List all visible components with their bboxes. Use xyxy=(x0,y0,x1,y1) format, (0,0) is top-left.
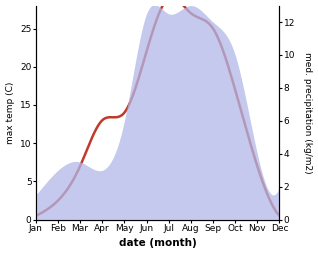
Y-axis label: med. precipitation (kg/m2): med. precipitation (kg/m2) xyxy=(303,52,313,173)
Y-axis label: max temp (C): max temp (C) xyxy=(5,82,15,144)
X-axis label: date (month): date (month) xyxy=(119,239,197,248)
